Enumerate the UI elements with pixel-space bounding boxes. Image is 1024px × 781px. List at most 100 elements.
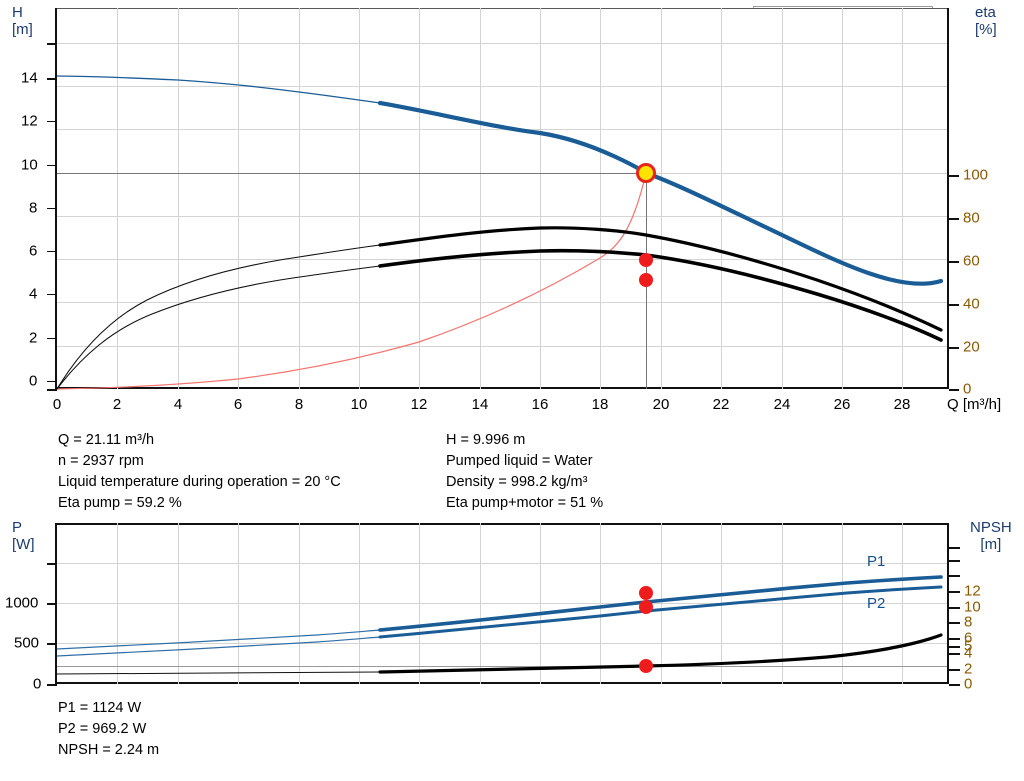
- tick: [949, 175, 959, 177]
- head-curve-thin: [56, 75, 381, 104]
- npsh-tick-8: 8: [964, 613, 973, 631]
- x-tick-8: 8: [294, 396, 304, 413]
- info-eta-pump-motor: Eta pump+motor = 51 %: [446, 495, 604, 511]
- x-tick-18: 18: [591, 396, 609, 413]
- x-tick-12: 12: [410, 396, 428, 413]
- system-curve: [56, 172, 647, 390]
- gridline-h: [57, 346, 947, 347]
- p-tick-500: 500: [14, 634, 40, 652]
- plot2-frame-top: [57, 523, 947, 525]
- tick: [47, 381, 57, 382]
- p2-duty-marker: [639, 600, 653, 614]
- tick: [47, 684, 57, 686]
- gridline-v: [600, 8, 601, 389]
- tick: [949, 575, 960, 577]
- tick: [949, 218, 959, 220]
- tick: [949, 638, 960, 640]
- p2-curve: [378, 585, 943, 639]
- head-eta-plot-area: [55, 8, 949, 390]
- plot2-frame-bottom: [57, 682, 947, 684]
- x-tick-20: 20: [652, 396, 670, 413]
- gridline-v: [238, 8, 239, 389]
- x-tick-2: 2: [112, 396, 122, 413]
- gridline-v: [902, 8, 903, 389]
- npsh-tick-10: 10: [964, 598, 981, 616]
- tick: [47, 338, 57, 339]
- x-tick-24: 24: [773, 396, 791, 413]
- eta-tick-60: 60: [963, 252, 980, 270]
- p-axis-label: P: [12, 519, 23, 536]
- eta-pump-curve: [378, 226, 943, 332]
- eta-tick-20: 20: [963, 338, 980, 356]
- tick: [949, 547, 960, 549]
- info-p2: P2 = 969.2 W: [58, 721, 147, 737]
- tick: [47, 43, 57, 45]
- top-chart-right-ticks: 0 20 40 60 80 100: [947, 0, 1024, 400]
- h-axis-unit: [m]: [12, 21, 33, 38]
- plot2-frame-right: [947, 523, 949, 684]
- power-curves-svg: [56, 575, 943, 675]
- npsh-axis-label: NPSH: [970, 519, 1012, 536]
- tick: [949, 560, 960, 562]
- x-tick-6: 6: [233, 396, 243, 413]
- info-npsh: NPSH = 2.24 m: [58, 742, 160, 758]
- plot-frame-bottom: [57, 387, 947, 389]
- power-data-block: P1 = 1124 W P2 = 969.2 W NPSH = 2.24 m: [58, 698, 159, 761]
- tick: [47, 563, 57, 565]
- bottom-chart-y-axis-title: P [W]: [12, 519, 35, 553]
- p2-curve-thin: [56, 636, 381, 657]
- gridline-h: [57, 259, 947, 260]
- tick: [47, 251, 57, 252]
- info-liquid: Pumped liquid = Water: [446, 453, 593, 469]
- x-tick-22: 22: [712, 396, 730, 413]
- info-h: H = 9.996 m: [446, 432, 526, 448]
- gridline-v: [359, 8, 360, 389]
- eta-pump-duty-marker: [639, 253, 653, 267]
- bottom-chart-left-ticks: 0 500 1000: [0, 523, 57, 693]
- gridline-h: [57, 86, 947, 87]
- plot-frame-top: [57, 8, 947, 9]
- y-tick-14: 14: [21, 69, 38, 87]
- eta-tick-40: 40: [963, 295, 980, 313]
- npsh-tick-6: 6: [964, 629, 973, 647]
- tick: [47, 643, 57, 645]
- tick: [47, 165, 57, 166]
- h-axis-label: H: [12, 4, 23, 21]
- p1-curve-thin: [56, 629, 381, 650]
- npsh-tick-4: 4: [964, 644, 973, 662]
- plot-frame-right: [947, 8, 949, 389]
- tick: [949, 684, 960, 686]
- tick: [47, 603, 57, 605]
- duty-point-marker: [636, 163, 656, 183]
- top-chart-y2-axis-title: eta [%]: [975, 4, 997, 38]
- tick: [47, 208, 57, 209]
- eta-axis-label: eta: [975, 4, 996, 21]
- tick: [949, 607, 960, 609]
- gridline-v: [117, 8, 118, 389]
- y-tick-4: 4: [29, 285, 38, 303]
- gridline-h: [57, 43, 947, 44]
- plot-frame-left: [55, 8, 57, 389]
- info-p1: P1 = 1124 W: [58, 700, 142, 716]
- tick: [949, 653, 960, 655]
- power-npsh-plot-area: P1 P2: [55, 523, 949, 684]
- gridline-h: [57, 563, 947, 564]
- top-chart-left-ticks: 0 2 4 6 8 10 12 14: [0, 0, 57, 400]
- x-tick-28: 28: [893, 396, 911, 413]
- eta-tick-80: 80: [963, 209, 980, 227]
- x-tick-10: 10: [350, 396, 368, 413]
- npsh-tick-12: 12: [964, 582, 981, 600]
- tick: [949, 347, 959, 349]
- gridline-h: [57, 643, 947, 644]
- gridline-v: [480, 8, 481, 389]
- info-eta-pump: Eta pump = 59.2 %: [58, 495, 182, 511]
- gridline-v: [540, 8, 541, 389]
- gridline-v: [721, 8, 722, 389]
- tick: [47, 121, 57, 122]
- info-temp: Liquid temperature during operation = 20…: [58, 474, 341, 490]
- y-tick-10: 10: [21, 156, 38, 174]
- eta-pump-curve-thin: [56, 244, 381, 390]
- tick: [949, 304, 959, 306]
- top-chart-y-axis-title: H [m]: [12, 4, 33, 38]
